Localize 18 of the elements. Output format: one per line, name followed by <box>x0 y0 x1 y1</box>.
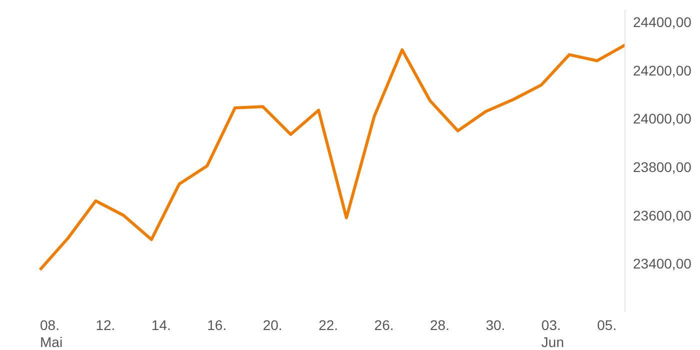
y-tick-label: 24000,00 <box>633 110 692 127</box>
x-tick-label: 22. <box>318 317 338 333</box>
y-tick-label: 24400,00 <box>633 14 692 30</box>
x-tick-label: 05. <box>597 317 617 333</box>
x-tick-label: 30. <box>486 317 506 333</box>
x-tick-label: 12. <box>96 317 116 333</box>
line-series <box>38 44 626 272</box>
x-tick-label: 03. Jun <box>541 317 564 350</box>
x-tick-label: 16. <box>207 317 227 333</box>
y-tick-label: 23800,00 <box>633 159 692 176</box>
x-tick-label: 28. <box>430 317 450 333</box>
y-tick-label: 24200,00 <box>633 62 692 78</box>
y-tick-label: 23600,00 <box>633 207 692 224</box>
y-tick-label: 23400,00 <box>633 256 692 272</box>
x-tick-label: 26. <box>374 317 394 333</box>
x-tick-label: 20. <box>262 317 282 333</box>
x-tick-label: 08. Mai <box>40 317 63 350</box>
x-tick-label: 14. <box>151 317 171 333</box>
